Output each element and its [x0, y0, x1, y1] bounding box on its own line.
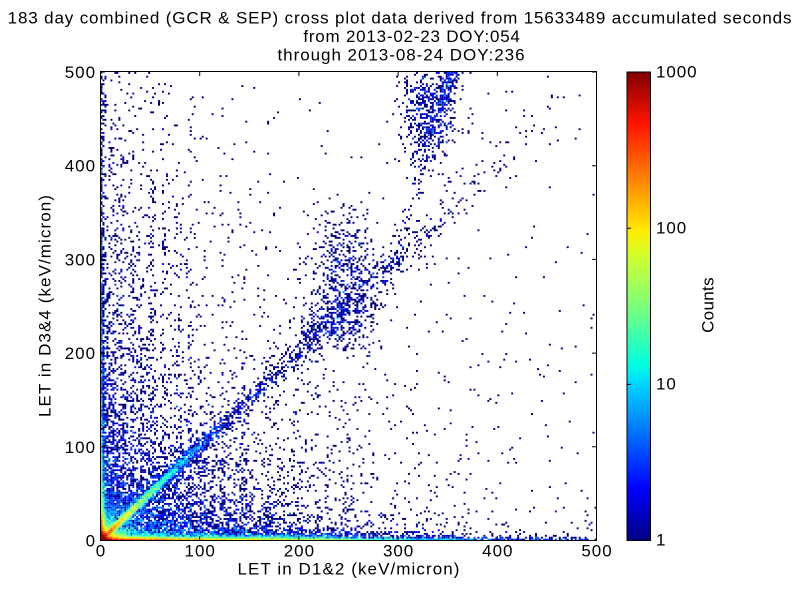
svg-text:LET in D3&4 (keV/micron): LET in D3&4 (keV/micron)	[36, 194, 55, 417]
svg-text:100: 100	[65, 438, 96, 457]
svg-text:200: 200	[65, 344, 96, 363]
svg-text:100: 100	[656, 219, 687, 238]
svg-text:through 2013-08-24 DOY:236: through 2013-08-24 DOY:236	[277, 46, 525, 65]
svg-text:100: 100	[185, 542, 216, 561]
svg-text:300: 300	[383, 542, 414, 561]
svg-text:183 day combined (GCR & SEP) c: 183 day combined (GCR & SEP) cross plot …	[8, 9, 793, 28]
svg-text:Counts: Counts	[699, 277, 718, 333]
svg-text:LET in D1&2 (keV/micron): LET in D1&2 (keV/micron)	[237, 560, 460, 579]
svg-text:500: 500	[65, 63, 96, 82]
svg-text:10: 10	[656, 375, 677, 394]
svg-text:1: 1	[656, 531, 666, 550]
svg-text:400: 400	[65, 157, 96, 176]
svg-text:0: 0	[86, 532, 96, 551]
svg-text:500: 500	[581, 542, 612, 561]
svg-text:300: 300	[65, 250, 96, 269]
svg-text:from 2013-02-23 DOY:054: from 2013-02-23 DOY:054	[303, 27, 520, 46]
svg-text:1000: 1000	[656, 63, 697, 82]
svg-text:200: 200	[284, 542, 315, 561]
svg-text:400: 400	[482, 542, 513, 561]
svg-text:0: 0	[96, 542, 106, 561]
